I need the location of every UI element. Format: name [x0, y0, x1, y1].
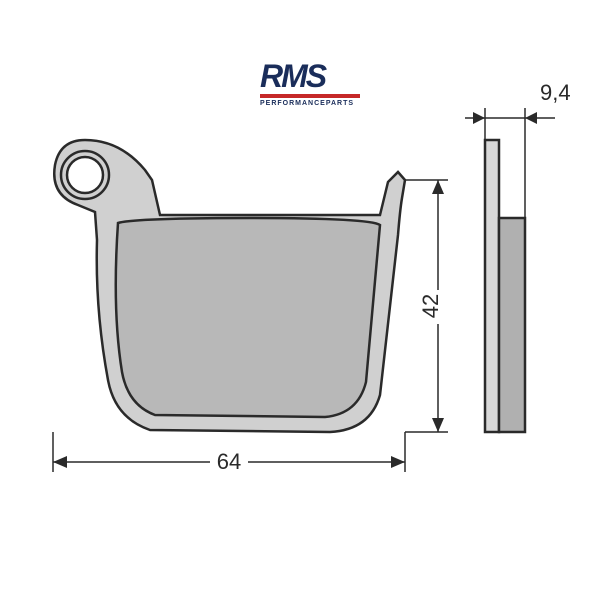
mounting-hole-inner	[67, 157, 103, 193]
dimension-height: 42	[405, 180, 450, 432]
drawing-stage: RMS PERFORMANCEPARTS	[0, 0, 600, 600]
side-view	[485, 140, 525, 432]
dim-height-label: 42	[418, 294, 443, 318]
brand-logo: RMS PERFORMANCEPARTS	[260, 60, 410, 100]
dim-thickness-label: 9,4	[540, 80, 571, 105]
front-view	[54, 140, 405, 432]
dimension-width: 64	[53, 432, 405, 474]
dim-width-label: 64	[217, 449, 241, 474]
logo-subtitle: PERFORMANCEPARTS	[260, 100, 410, 107]
friction-pad	[116, 218, 380, 417]
side-backing	[485, 140, 499, 432]
side-friction	[499, 218, 525, 432]
logo-bar	[260, 94, 360, 98]
logo-text: RMS	[260, 60, 410, 92]
dimension-thickness: 9,4	[465, 80, 571, 218]
